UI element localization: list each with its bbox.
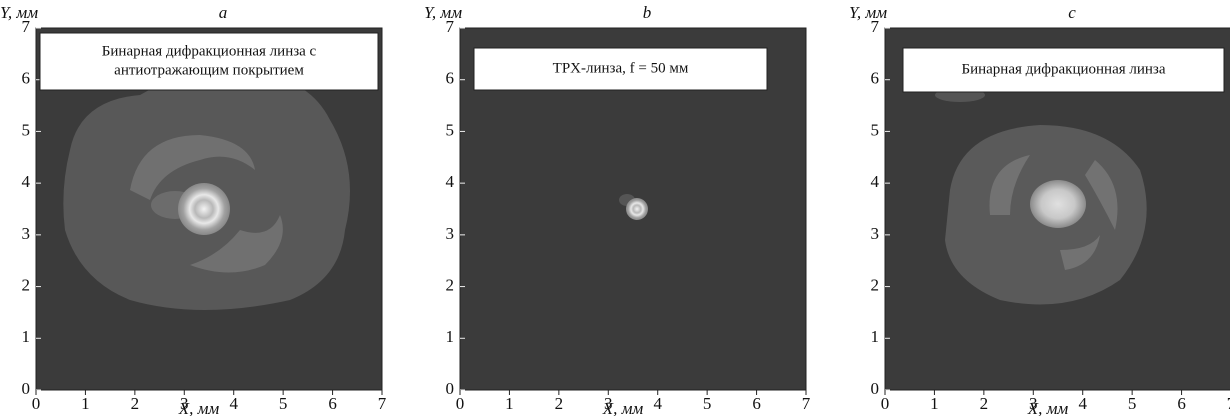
y-tick-label: 3 bbox=[871, 224, 880, 243]
y-tick-label: 4 bbox=[446, 172, 455, 191]
y-axis-label: Y, мм bbox=[424, 3, 462, 22]
y-tick-label: 0 bbox=[446, 379, 455, 398]
x-tick-label: 7 bbox=[802, 394, 811, 413]
x-tick-label: 3 bbox=[604, 394, 613, 413]
x-tick-label: 3 bbox=[180, 394, 189, 413]
panel-label: c bbox=[1068, 3, 1076, 22]
x-tick-label: 2 bbox=[980, 394, 989, 413]
x-tick-label: 5 bbox=[1128, 394, 1137, 413]
plot-frame bbox=[35, 27, 383, 391]
annotation: Бинарная дифракционная линза bbox=[961, 61, 1165, 77]
y-tick-label: 4 bbox=[22, 172, 31, 191]
y-tick-label: 2 bbox=[871, 275, 880, 294]
y-tick-label: 0 bbox=[22, 379, 31, 398]
x-axis-label: X, мм bbox=[1027, 399, 1069, 416]
y-tick-label: 7 bbox=[871, 17, 880, 36]
y-axis-label: Y, мм bbox=[849, 3, 887, 22]
x-tick-label: 1 bbox=[930, 394, 939, 413]
panel-label: a bbox=[219, 3, 228, 22]
annotation: антиотражающим покрытием bbox=[114, 62, 304, 78]
x-tick-label: 6 bbox=[328, 394, 337, 413]
x-tick-label: 7 bbox=[378, 394, 387, 413]
x-tick-label: 6 bbox=[752, 394, 761, 413]
y-tick-label: 3 bbox=[22, 224, 31, 243]
y-tick-label: 7 bbox=[446, 17, 455, 36]
x-tick-label: 2 bbox=[555, 394, 564, 413]
annotation: TPX-линза, f = 50 мм bbox=[553, 60, 689, 76]
annotation-box bbox=[39, 32, 379, 91]
x-tick-label: 4 bbox=[229, 394, 238, 413]
y-tick-label: 3 bbox=[446, 224, 455, 243]
y-tick-label: 2 bbox=[446, 275, 455, 294]
y-tick-label: 1 bbox=[22, 327, 31, 346]
y-tick-label: 1 bbox=[871, 327, 880, 346]
y-tick-label: 2 bbox=[22, 275, 31, 294]
x-tick-label: 4 bbox=[1078, 394, 1087, 413]
y-tick-label: 6 bbox=[871, 69, 880, 88]
x-tick-label: 0 bbox=[32, 394, 41, 413]
y-tick-label: 5 bbox=[871, 120, 880, 139]
x-tick-label: 5 bbox=[703, 394, 712, 413]
x-tick-label: 4 bbox=[653, 394, 662, 413]
y-tick-label: 5 bbox=[446, 120, 455, 139]
y-tick-label: 6 bbox=[446, 69, 455, 88]
y-tick-label: 1 bbox=[446, 327, 455, 346]
x-axis-label: X, мм bbox=[178, 399, 220, 416]
y-tick-label: 0 bbox=[871, 379, 880, 398]
x-tick-label: 3 bbox=[1029, 394, 1038, 413]
x-tick-label: 6 bbox=[1177, 394, 1186, 413]
annotation-box bbox=[902, 47, 1225, 93]
x-tick-label: 0 bbox=[456, 394, 465, 413]
annotation-box bbox=[473, 47, 768, 91]
y-axis-label: Y, мм bbox=[0, 3, 38, 22]
x-tick-label: 5 bbox=[279, 394, 288, 413]
y-tick-label: 6 bbox=[22, 69, 31, 88]
x-tick-label: 7 bbox=[1227, 394, 1230, 413]
x-axis-label: X, мм bbox=[602, 399, 644, 416]
plot-frame bbox=[884, 27, 1230, 391]
x-tick-label: 0 bbox=[881, 394, 890, 413]
x-tick-label: 1 bbox=[505, 394, 514, 413]
y-tick-label: 5 bbox=[22, 120, 31, 139]
x-tick-label: 2 bbox=[131, 394, 140, 413]
y-tick-label: 7 bbox=[22, 17, 31, 36]
annotation: Бинарная дифракционная линза с bbox=[102, 43, 317, 59]
y-tick-label: 4 bbox=[871, 172, 880, 191]
x-tick-label: 1 bbox=[81, 394, 90, 413]
panel-label: b bbox=[643, 3, 652, 22]
plot-frame bbox=[459, 27, 807, 391]
